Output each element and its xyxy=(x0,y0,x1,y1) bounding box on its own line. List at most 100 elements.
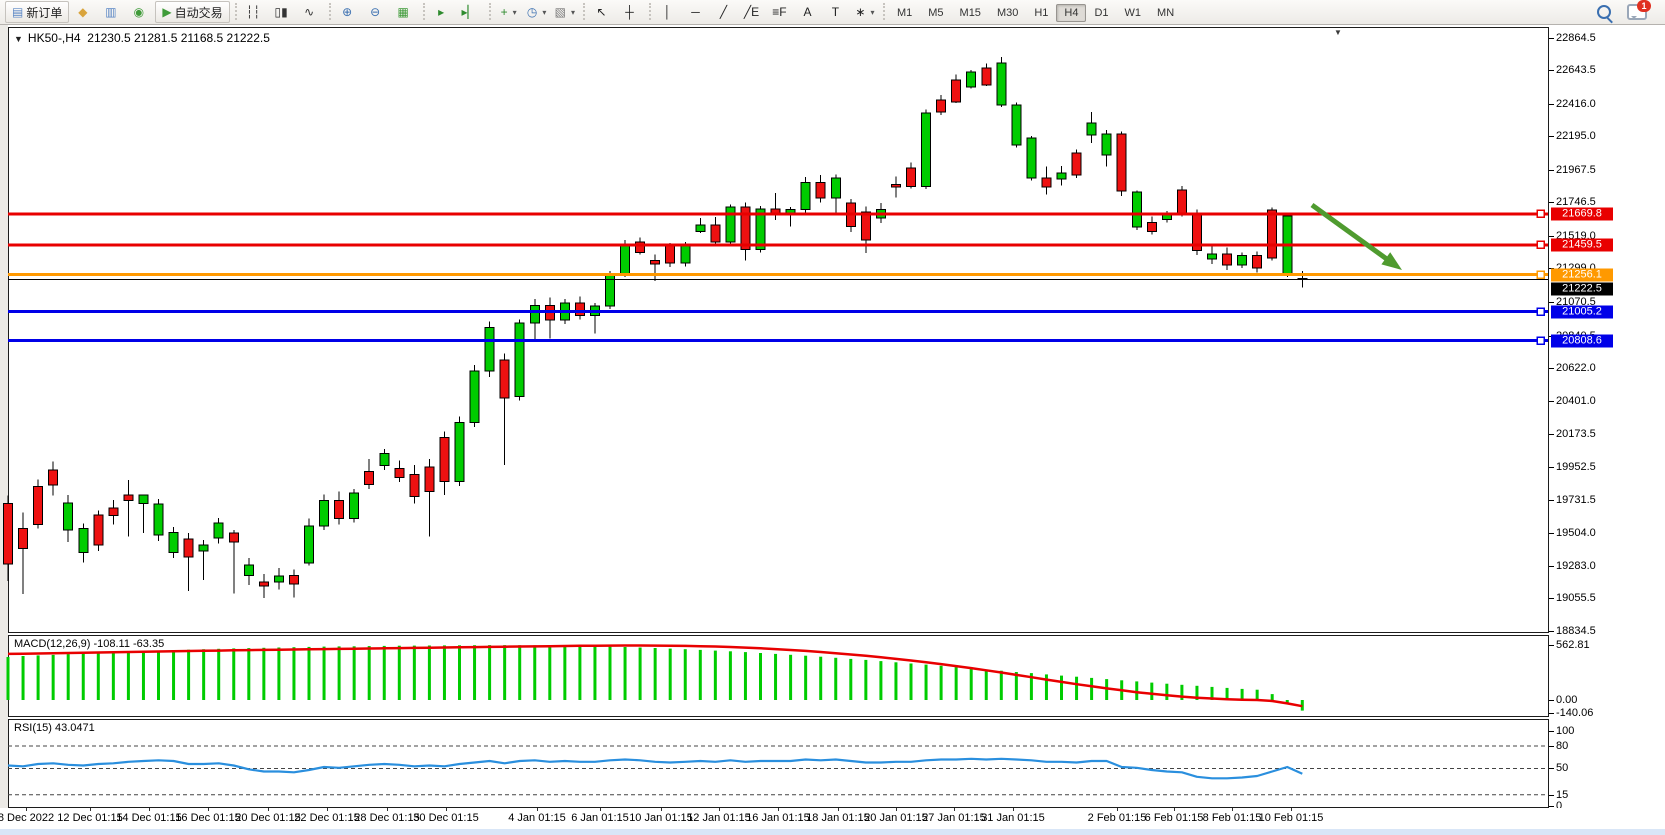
candles xyxy=(3,57,1308,599)
time-axis-tick xyxy=(26,808,27,811)
notification-badge: 1 xyxy=(1637,0,1651,12)
timeframe-m15[interactable]: M15 xyxy=(959,7,981,19)
macd-chart[interactable] xyxy=(6,635,1549,717)
axis-tick xyxy=(1549,170,1554,171)
chart-shift-marker[interactable]: ▼ xyxy=(1334,28,1342,37)
time-axis-tick xyxy=(1291,808,1292,811)
chart-shift-button[interactable]: ▸▏ xyxy=(458,1,484,23)
timeframe-w1[interactable]: W1 xyxy=(1124,7,1142,19)
axis-tick xyxy=(1549,368,1554,369)
time-axis[interactable]: 8 Dec 2022 12 Dec 01:15 14 Dec 01:15 16 Dec… xyxy=(0,808,1665,829)
rsi-panel[interactable] xyxy=(8,719,1549,808)
time-axis-label: 20 Dec 01:15 xyxy=(235,812,301,824)
auto-trading-label: 自动交易 xyxy=(174,5,223,20)
cursor-button[interactable]: ↖ xyxy=(590,1,616,23)
auto-scroll-button[interactable]: ▸ xyxy=(430,1,456,23)
zoom-out-button[interactable]: ⊖ xyxy=(364,1,390,23)
sell-arrow-annotation[interactable] xyxy=(1310,202,1402,270)
search-icon[interactable] xyxy=(1597,5,1611,19)
crosshair-button[interactable]: ┼ xyxy=(618,1,644,23)
tile-windows-button[interactable]: ▦ xyxy=(392,1,418,23)
timeframe-h1[interactable]: H1 xyxy=(1034,7,1049,19)
vertical-line-button[interactable]: │ xyxy=(656,1,682,23)
price-axis-label: 22643.5 xyxy=(1556,64,1596,76)
text-button[interactable]: A xyxy=(796,1,822,23)
time-axis-label: 2 Feb 01:15 xyxy=(1087,812,1147,824)
price-axis-label: 20840.5 xyxy=(1556,330,1596,342)
equidistant-channel-button[interactable]: ╱E xyxy=(740,1,766,23)
axis-tick xyxy=(1549,236,1554,237)
price-axis-label: 20401.0 xyxy=(1556,395,1596,407)
timeframe-m5[interactable]: M5 xyxy=(928,7,944,19)
horizontal-lines xyxy=(8,209,1548,345)
add-indicator-button[interactable]: + ▾ xyxy=(496,1,522,23)
crosshair-icon: ┼ xyxy=(625,5,634,19)
axis-tick xyxy=(1549,268,1554,269)
chart-menu-icon[interactable]: ▼ xyxy=(14,34,23,44)
time-axis-label: 20 Jan 01:15 xyxy=(864,812,928,824)
time-axis-label: 18 Jan 01:15 xyxy=(806,812,870,824)
time-axis-tick xyxy=(1232,808,1233,811)
horizontal-line-button[interactable]: ─ xyxy=(684,1,710,23)
time-axis-label: 8 Dec 2022 xyxy=(0,812,55,824)
notifications-icon[interactable]: 1 xyxy=(1627,0,1651,20)
price-axis-label: 19283.0 xyxy=(1556,560,1596,572)
trendline-button[interactable]: ╱ xyxy=(712,1,738,23)
timeframe-h4[interactable]: H4 xyxy=(1056,4,1087,22)
time-axis-label: 16 Dec 01:15 xyxy=(175,812,241,824)
arrows-button[interactable]: ∗ ▾ xyxy=(852,1,878,23)
text-label-icon: T xyxy=(831,5,840,19)
periods-button[interactable]: ◷ ▾ xyxy=(524,1,550,23)
new-order-button[interactable]: ▤ 新订单 xyxy=(5,1,70,23)
toolbar-buttons: ▤ 新订单 ◆ ▥ ◉ ▶ 自动交易 ┆┆ ▯▮ ∿ ⊕ ⊖ ▦ ▸ ▸▏ + ▾ ◷ ▾ ▧ ▾ ↖ ┼ │ ─ ╱ ╱E ≡F A T… xyxy=(4,1,889,23)
axis-tick xyxy=(1549,500,1554,501)
axis-tick xyxy=(1549,401,1554,402)
timeframe-toolbar: M1 M5 M15 M30 H1 H4 D1 W1 MN xyxy=(889,3,1182,22)
axis-tick xyxy=(1549,104,1554,105)
time-axis-tick xyxy=(1117,808,1118,811)
candlestick-chart-button[interactable]: ▯▮ xyxy=(270,1,296,23)
toolbar-separator xyxy=(234,3,237,20)
market-watch-icon: ◆ xyxy=(78,5,88,19)
dropdown-caret-icon: ▾ xyxy=(512,7,517,17)
price-axis-label: 19731.5 xyxy=(1556,494,1596,506)
time-axis-label: 27 Jan 01:15 xyxy=(922,812,986,824)
market-watch-button[interactable]: ◆ xyxy=(71,1,97,23)
rsi-chart[interactable] xyxy=(7,719,1549,808)
fibonacci-icon: ≡F xyxy=(772,5,787,19)
timeframe-mn[interactable]: MN xyxy=(1157,7,1175,19)
axis-tick xyxy=(1549,713,1554,714)
axis-tick xyxy=(1549,731,1554,732)
timeframe-m30[interactable]: M30 xyxy=(996,7,1019,19)
axis-tick xyxy=(1549,38,1554,39)
text-label-button[interactable]: T xyxy=(824,1,850,23)
zoom-in-icon: ⊕ xyxy=(342,5,353,19)
bar-chart-button[interactable]: ┆┆ xyxy=(242,1,268,23)
auto-trading-button[interactable]: ▶ 自动交易 xyxy=(155,1,230,23)
dropdown-caret-icon: ▾ xyxy=(570,7,575,17)
candlestick-chart[interactable] xyxy=(3,27,1549,633)
axis-tick xyxy=(1549,746,1554,747)
price-line-tag: 21005.2 xyxy=(1551,305,1613,319)
timeframe-m1[interactable]: M1 xyxy=(896,7,913,19)
price-line-tag: 20808.6 xyxy=(1551,334,1613,347)
line-chart-button[interactable]: ∿ xyxy=(298,1,324,23)
price-axis-label: 21746.5 xyxy=(1556,196,1596,208)
price-line-tag: 21459.5 xyxy=(1551,238,1613,252)
timeframe-d1[interactable]: D1 xyxy=(1094,7,1109,19)
price-axis-label: 19952.5 xyxy=(1556,461,1596,473)
price-axis-label: 22864.5 xyxy=(1556,32,1596,44)
time-axis-label: 6 Jan 01:15 xyxy=(571,812,629,824)
data-window-button[interactable]: ▥ xyxy=(99,1,125,23)
templates-button[interactable]: ▧ ▾ xyxy=(552,1,578,23)
new-order-label: 新订单 xyxy=(26,5,63,20)
main-chart-panel[interactable] xyxy=(8,27,1549,633)
equidistant-channel-icon: ╱E xyxy=(743,5,760,19)
fibonacci-button[interactable]: ≡F xyxy=(768,1,794,23)
axis-tick xyxy=(1549,645,1554,646)
navigator-button[interactable]: ◉ xyxy=(127,1,153,23)
zoom-in-button[interactable]: ⊕ xyxy=(336,1,362,23)
time-axis-label: 12 Dec 01:15 xyxy=(57,812,123,824)
templates-icon: ▧ xyxy=(554,5,566,19)
axis-tick xyxy=(1549,795,1554,796)
